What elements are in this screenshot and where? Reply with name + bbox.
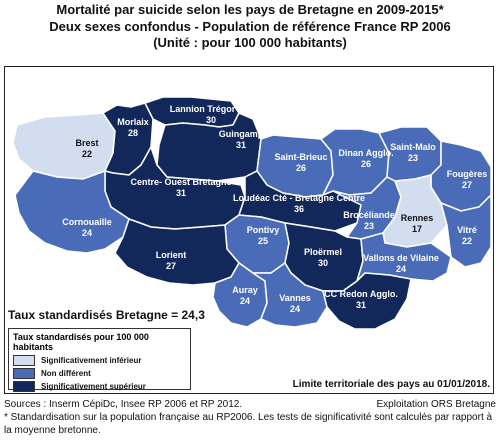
region-label: Loudéac Cté - Bretagne Centre 36 xyxy=(233,193,365,215)
legend-swatch-superieur xyxy=(13,381,35,392)
region-label: Brest 22 xyxy=(75,138,98,160)
region-name: Loudéac Cté - Bretagne Centre xyxy=(232,193,366,203)
map-title: Mortalité par suicide selon les pays de … xyxy=(0,2,500,52)
region-label: Vallons de Vilaine 24 xyxy=(363,253,439,275)
region-name: Centre- Ouest Bretagne xyxy=(130,177,232,187)
region-value: 31 xyxy=(175,188,186,198)
region-value: 31 xyxy=(235,140,246,150)
legend-item-inferieur: Significativement inférieur xyxy=(9,354,190,367)
region-value: 24 xyxy=(289,304,300,314)
regional-rate-label: Taux standardisés Bretagne = 24,3 xyxy=(8,308,205,322)
region-label: CC Redon Agglo. 31 xyxy=(324,289,398,311)
region-name: Lorient xyxy=(155,250,187,260)
region-value: 26 xyxy=(295,163,307,173)
region-label: Vitré 22 xyxy=(457,225,477,247)
region-name: Lannion Trégor Cté xyxy=(169,104,253,114)
region-0 xyxy=(12,112,116,180)
region-value: 26 xyxy=(360,159,372,169)
region-value: 27 xyxy=(461,180,473,190)
region-name: Brest xyxy=(75,138,99,148)
region-name: Auray xyxy=(232,285,258,295)
region-name: Guingamp xyxy=(218,129,264,139)
region-label: Dinan Agglo. 26 xyxy=(338,148,393,170)
region-name: Vallons de Vilaine xyxy=(363,253,439,263)
region-label: Auray 24 xyxy=(232,285,258,307)
territorial-limit-note: Limite territoriale des pays au 01/01/20… xyxy=(292,379,490,390)
region-label: Saint-Brieuc 26 xyxy=(274,152,327,174)
region-value: 24 xyxy=(239,296,251,306)
region-label: Morlaix 28 xyxy=(117,117,149,139)
region-name: Ploërmel xyxy=(303,247,343,257)
footer-exploitation: Exploitation ORS Bretagne xyxy=(376,399,496,410)
region-value: 23 xyxy=(363,221,374,231)
footer-sources: Sources : Inserm CépiDc, Insee RP 2006 e… xyxy=(4,399,243,410)
region-label: Lorient 27 xyxy=(156,250,187,272)
region-name: Cornouaille xyxy=(62,217,112,227)
region-name: Morlaix xyxy=(117,117,149,127)
region-label: Vannes 24 xyxy=(279,293,311,315)
title-line-2: Deux sexes confondus - Population de réf… xyxy=(49,18,451,34)
region-value: 36 xyxy=(293,204,304,214)
region-name: Dinan Agglo. xyxy=(338,148,394,158)
region-label: Rennes 17 xyxy=(401,213,434,235)
region-label: Brocéliande 23 xyxy=(343,210,395,232)
region-value: 24 xyxy=(81,228,93,238)
region-label: Ploërmel 30 xyxy=(304,247,342,269)
region-value: 25 xyxy=(257,236,269,246)
region-value: 22 xyxy=(81,149,93,159)
region-20 xyxy=(322,272,412,330)
region-name: Fougères xyxy=(446,169,488,179)
legend-label-non-different: Non différent xyxy=(41,369,91,378)
region-label: Saint-Malo 23 xyxy=(390,142,436,164)
region-label: Guingamp 31 xyxy=(219,129,264,151)
legend-swatch-non-different xyxy=(13,368,35,379)
region-value: 28 xyxy=(127,128,139,138)
region-value: 27 xyxy=(165,261,176,271)
region-12 xyxy=(14,169,130,254)
legend-label-superieur: Significativement supérieur xyxy=(41,382,146,391)
region-value: 17 xyxy=(411,224,423,234)
region-value: 31 xyxy=(355,300,367,310)
region-name: Vitré xyxy=(457,225,477,235)
region-label: Pontivy 25 xyxy=(247,225,280,247)
region-name: Brocéliande xyxy=(343,210,395,220)
region-name: Saint-Brieuc xyxy=(274,152,328,162)
legend-item-non-different: Non différent xyxy=(9,367,190,380)
region-value: 30 xyxy=(317,258,328,268)
footer-note: * Standardisation sur la population fran… xyxy=(4,412,493,436)
legend-title: Taux standardisés pour 100 000 habitants xyxy=(13,332,149,352)
region-name: Vannes xyxy=(279,293,311,303)
region-14 xyxy=(439,193,492,268)
region-name: CC Redon Agglo. xyxy=(324,289,398,299)
legend-label-inferieur: Significativement inférieur xyxy=(41,356,142,365)
region-name: Pontivy xyxy=(246,225,280,235)
region-value: 24 xyxy=(395,264,406,274)
legend-item-superieur: Significativement supérieur xyxy=(9,380,190,393)
title-line-1: Mortalité par suicide selon les pays de … xyxy=(56,2,444,17)
brittany-map xyxy=(12,96,492,330)
legend-swatch-inferieur xyxy=(13,355,35,366)
map-area: Brest 22 Morlaix 28 Lannion Trégor Cté 30 Guin… xyxy=(4,66,494,394)
region-19 xyxy=(250,261,328,328)
region-value: 30 xyxy=(205,115,217,125)
region-label: Lannion Trégor Cté 30 xyxy=(170,104,253,126)
region-label: Centre- Ouest Bretagne 31 xyxy=(130,177,231,199)
title-line-3: (Unité : pour 100 000 habitants) xyxy=(153,35,347,50)
region-name: Rennes xyxy=(400,213,434,223)
region-label: Cornouaille 24 xyxy=(62,217,112,239)
region-value: 23 xyxy=(407,153,419,163)
footer: Sources : Inserm CépiDc, Insee RP 2006 e… xyxy=(4,398,496,437)
region-name: Saint-Malo xyxy=(390,142,436,152)
region-label: Fougères 27 xyxy=(447,169,488,191)
legend: Taux standardisés pour 100 000 habitants… xyxy=(8,328,191,393)
region-value: 22 xyxy=(461,236,473,246)
